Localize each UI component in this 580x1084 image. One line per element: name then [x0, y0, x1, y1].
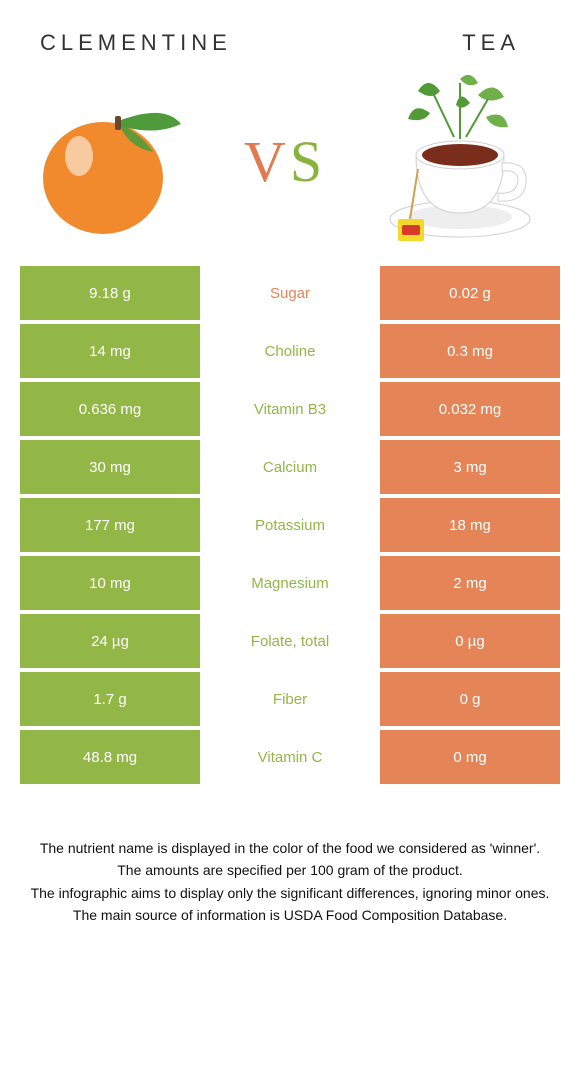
cell-right-value: 3 mg	[380, 440, 560, 494]
cell-left-value: 9.18 g	[20, 266, 200, 320]
footer-line-3: The infographic aims to display only the…	[20, 883, 560, 903]
cell-right-value: 0 µg	[380, 614, 560, 668]
cell-left-value: 24 µg	[20, 614, 200, 668]
vs-v: V	[244, 129, 290, 194]
cell-right-value: 0 mg	[380, 730, 560, 784]
cell-nutrient-label: Choline	[200, 324, 380, 378]
table-row: 10 mgMagnesium2 mg	[20, 556, 560, 610]
cell-nutrient-label: Magnesium	[200, 556, 380, 610]
table-row: 177 mgPotassium18 mg	[20, 498, 560, 552]
cell-left-value: 48.8 mg	[20, 730, 200, 784]
cell-nutrient-label: Vitamin C	[200, 730, 380, 784]
table-row: 24 µgFolate, total0 µg	[20, 614, 560, 668]
table-row: 9.18 gSugar0.02 g	[20, 266, 560, 320]
footer-line-2: The amounts are specified per 100 gram o…	[20, 860, 560, 880]
cell-left-value: 0.636 mg	[20, 382, 200, 436]
cell-right-value: 18 mg	[380, 498, 560, 552]
vs-s: S	[290, 129, 326, 194]
cell-nutrient-label: Fiber	[200, 672, 380, 726]
cell-right-value: 0 g	[380, 672, 560, 726]
cell-left-value: 14 mg	[20, 324, 200, 378]
table-row: 0.636 mgVitamin B30.032 mg	[20, 382, 560, 436]
cell-nutrient-label: Vitamin B3	[200, 382, 380, 436]
footer-line-1: The nutrient name is displayed in the co…	[20, 838, 560, 858]
footer-notes: The nutrient name is displayed in the co…	[0, 788, 580, 925]
table-row: 14 mgCholine0.3 mg	[20, 324, 560, 378]
cell-nutrient-label: Calcium	[200, 440, 380, 494]
title-right: Tea	[462, 30, 520, 56]
cell-nutrient-label: Folate, total	[200, 614, 380, 668]
cell-left-value: 30 mg	[20, 440, 200, 494]
cell-left-value: 1.7 g	[20, 672, 200, 726]
images-row: VS	[0, 66, 580, 266]
cell-right-value: 0.3 mg	[380, 324, 560, 378]
title-left: Clementine	[40, 30, 232, 56]
cell-right-value: 2 mg	[380, 556, 560, 610]
footer-line-4: The main source of information is USDA F…	[20, 905, 560, 925]
table-row: 48.8 mgVitamin C0 mg	[20, 730, 560, 784]
tea-image	[370, 71, 550, 251]
cell-right-value: 0.032 mg	[380, 382, 560, 436]
table-row: 1.7 gFiber0 g	[20, 672, 560, 726]
cell-right-value: 0.02 g	[380, 266, 560, 320]
comparison-infographic: Clementine Tea VS	[0, 0, 580, 925]
header-row: Clementine Tea	[0, 0, 580, 66]
clementine-image	[20, 71, 200, 251]
comparison-table: 9.18 gSugar0.02 g14 mgCholine0.3 mg0.636…	[20, 266, 560, 784]
cell-left-value: 177 mg	[20, 498, 200, 552]
cell-left-value: 10 mg	[20, 556, 200, 610]
clementine-icon	[25, 76, 195, 246]
vs-label: VS	[244, 128, 326, 195]
cell-nutrient-label: Sugar	[200, 266, 380, 320]
table-row: 30 mgCalcium3 mg	[20, 440, 560, 494]
tea-icon	[370, 69, 550, 254]
cell-nutrient-label: Potassium	[200, 498, 380, 552]
